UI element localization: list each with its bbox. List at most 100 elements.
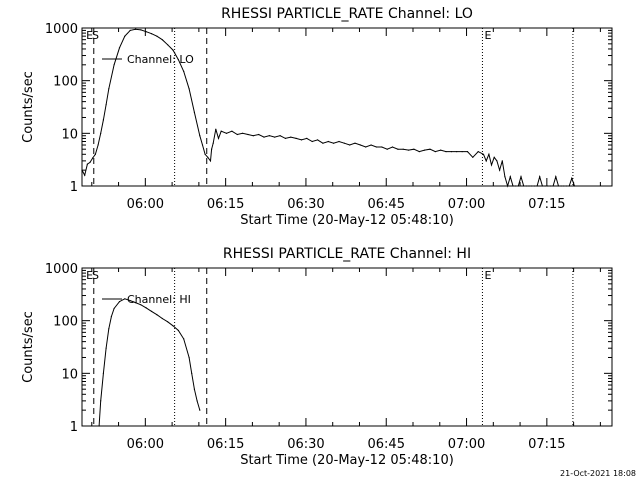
data-point bbox=[509, 176, 511, 178]
data-point bbox=[493, 156, 495, 158]
data-point bbox=[188, 88, 190, 90]
data-point bbox=[217, 137, 220, 139]
data-point bbox=[247, 133, 249, 136]
data-point bbox=[300, 139, 303, 141]
data-point bbox=[370, 144, 372, 146]
data-point bbox=[440, 149, 442, 151]
footer-timestamp: 21-Oct-2021 18:08 bbox=[560, 469, 636, 478]
y-tick-label: 1000 bbox=[45, 262, 78, 277]
y-tick-label: 10 bbox=[61, 367, 78, 382]
data-point bbox=[547, 185, 549, 187]
y-tick-label: 1 bbox=[70, 420, 78, 435]
data-point bbox=[231, 130, 233, 132]
data-point bbox=[485, 160, 487, 162]
data-point bbox=[488, 153, 490, 155]
x-tick-label: 06:45 bbox=[368, 197, 405, 212]
data-point bbox=[140, 304, 142, 306]
x-tick-label: 06:15 bbox=[207, 437, 244, 452]
data-point bbox=[191, 372, 193, 374]
data-point bbox=[129, 29, 131, 31]
chart-title: RHESSI PARTICLE_RATE Channel: LO bbox=[221, 6, 473, 22]
data-point bbox=[525, 185, 527, 187]
data-point bbox=[118, 301, 121, 303]
data-point bbox=[517, 185, 519, 187]
data-point bbox=[507, 185, 509, 187]
data-point bbox=[156, 314, 158, 316]
y-tick-label: 1 bbox=[70, 180, 78, 195]
data-point bbox=[183, 70, 185, 72]
data-point bbox=[490, 164, 493, 166]
data-point bbox=[533, 185, 536, 187]
data-point bbox=[555, 176, 557, 178]
data-point bbox=[124, 298, 126, 300]
data-point bbox=[140, 29, 142, 31]
data-point bbox=[274, 136, 276, 138]
data-point bbox=[145, 307, 147, 309]
data-point bbox=[172, 49, 174, 51]
data-point bbox=[94, 153, 96, 155]
data-point bbox=[207, 156, 209, 158]
data-point bbox=[499, 169, 501, 171]
data-point bbox=[408, 149, 410, 151]
data-point bbox=[84, 174, 86, 176]
data-point bbox=[193, 388, 195, 390]
data-point bbox=[354, 142, 356, 144]
data-point bbox=[102, 119, 104, 121]
series-line bbox=[98, 298, 201, 427]
data-point bbox=[402, 148, 404, 150]
data-point bbox=[151, 33, 153, 35]
marker-e: E bbox=[484, 269, 491, 282]
data-point bbox=[343, 142, 345, 144]
chart-title: RHESSI PARTICLE_RATE Channel: HI bbox=[223, 246, 471, 262]
plot-frame bbox=[81, 27, 613, 187]
data-point bbox=[461, 151, 463, 153]
data-point bbox=[258, 133, 260, 136]
data-point bbox=[515, 185, 517, 187]
data-point bbox=[177, 329, 179, 332]
y-tick-label: 1000 bbox=[45, 22, 78, 37]
data-point bbox=[482, 153, 485, 155]
data-point bbox=[456, 151, 458, 153]
data-point bbox=[536, 185, 538, 187]
data-point bbox=[504, 176, 506, 178]
x-tick-label: 07:00 bbox=[448, 197, 485, 212]
data-point bbox=[531, 185, 533, 187]
data-point bbox=[306, 137, 308, 139]
data-point bbox=[220, 130, 222, 132]
data-point bbox=[477, 151, 479, 153]
x-tick-label: 06:00 bbox=[127, 197, 164, 212]
data-point bbox=[129, 300, 131, 302]
data-point bbox=[284, 137, 286, 139]
data-point bbox=[212, 142, 214, 144]
data-point bbox=[97, 144, 99, 146]
x-axis-label: Start Time (20-May-12 05:48:10) bbox=[240, 453, 454, 468]
data-point bbox=[445, 151, 447, 153]
data-point bbox=[204, 153, 206, 155]
data-point bbox=[161, 39, 163, 41]
data-point bbox=[105, 104, 107, 106]
data-point bbox=[81, 169, 83, 171]
data-point bbox=[322, 142, 324, 144]
data-point bbox=[397, 148, 399, 150]
data-point bbox=[552, 185, 554, 187]
marker-e: E bbox=[484, 29, 491, 42]
data-point bbox=[105, 347, 107, 349]
data-point bbox=[188, 356, 190, 359]
data-point bbox=[263, 136, 265, 138]
data-point bbox=[89, 161, 91, 163]
marker-e: E bbox=[86, 269, 93, 282]
data-point bbox=[573, 185, 576, 187]
data-point bbox=[177, 59, 179, 61]
data-point bbox=[571, 177, 573, 179]
data-point bbox=[252, 135, 254, 137]
data-point bbox=[196, 400, 198, 402]
data-point bbox=[359, 144, 361, 146]
data-point bbox=[113, 64, 115, 66]
data-point bbox=[381, 146, 383, 148]
data-point bbox=[102, 372, 104, 374]
data-point bbox=[201, 144, 204, 146]
data-point bbox=[338, 140, 340, 143]
x-tick-label: 07:15 bbox=[528, 437, 565, 452]
data-point bbox=[92, 157, 94, 159]
data-point bbox=[156, 35, 158, 37]
